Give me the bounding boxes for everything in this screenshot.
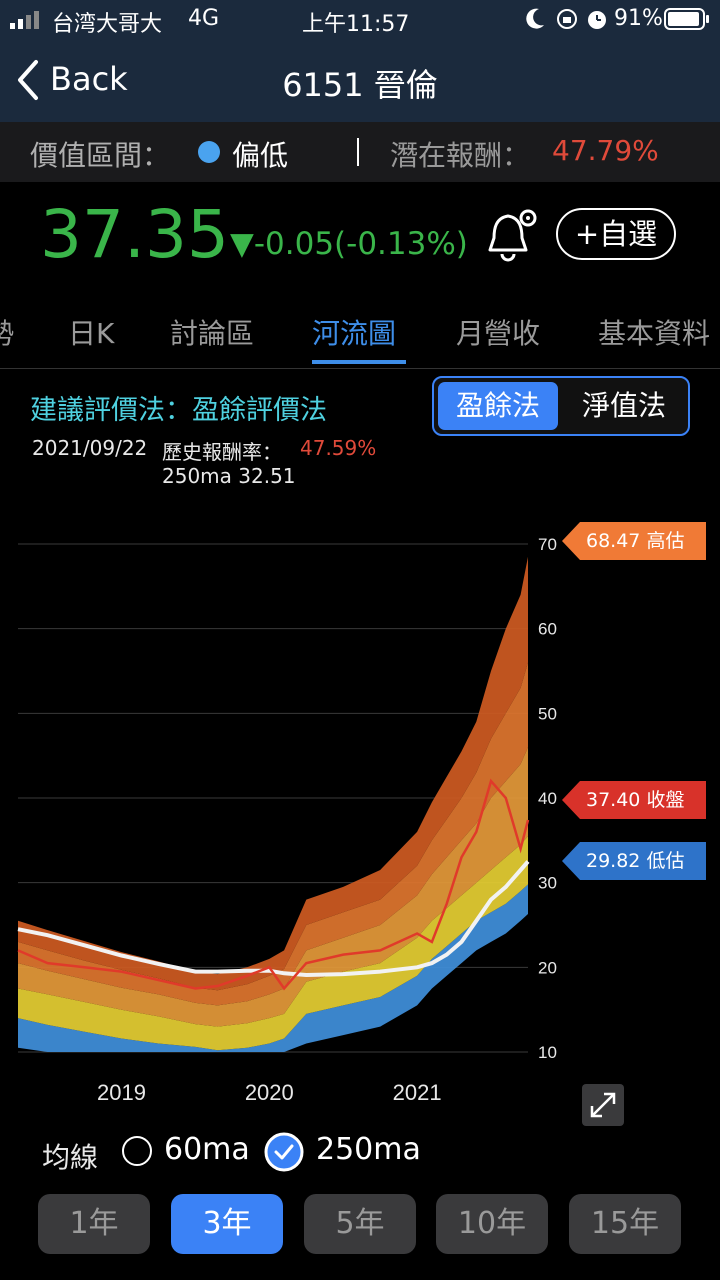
ma60-option[interactable]: 60ma bbox=[122, 1132, 256, 1176]
divider bbox=[357, 138, 359, 166]
y-tick-label: 20 bbox=[538, 958, 557, 977]
high-estimate-label: 高估 bbox=[646, 530, 685, 552]
tab-monthly-revenue[interactable]: 月營收 bbox=[456, 317, 541, 350]
low-estimate-value: 29.82 bbox=[586, 850, 641, 872]
y-tick-label: 30 bbox=[538, 874, 557, 893]
valuation-label: 價值區間： bbox=[30, 139, 171, 172]
y-tick-label: 60 bbox=[538, 620, 557, 639]
ma-value: 250ma 32.51 bbox=[162, 464, 296, 488]
y-tick-label: 10 bbox=[538, 1043, 557, 1062]
valuation-value: 偏低 bbox=[232, 139, 289, 172]
low-estimate-label: 低估 bbox=[646, 850, 685, 872]
tab-fundamentals[interactable]: 基本資料 bbox=[598, 317, 711, 350]
x-tick-label: 2021 bbox=[393, 1080, 442, 1105]
close-price-label: 收盤 bbox=[646, 789, 685, 811]
y-tick-label: 50 bbox=[538, 704, 557, 723]
band-2 bbox=[18, 747, 528, 1027]
price-bar: 37.35 ▼-0.05(-0.13%) +自選 bbox=[0, 182, 720, 292]
y-tick-label: 70 bbox=[538, 535, 557, 554]
period-5y-button[interactable]: 5年 bbox=[304, 1194, 416, 1254]
carrier-name: 台湾大哥大 bbox=[52, 12, 163, 37]
chart-date: 2021/09/22 bbox=[32, 436, 148, 460]
ma250-label: 250ma bbox=[316, 1132, 421, 1167]
chevron-left-icon bbox=[18, 60, 38, 100]
status-bar: 台湾大哥大 4G 上午11:57 91% bbox=[0, 0, 720, 40]
tab-trend[interactable]: 勢 bbox=[0, 317, 15, 350]
ma250-line bbox=[17, 860, 530, 978]
hist-return-value: 47.59% bbox=[300, 436, 377, 460]
back-label: Back bbox=[50, 60, 128, 98]
close-price-tag: 37.40 收盤 bbox=[562, 781, 706, 819]
hist-return-label: 歷史報酬率： bbox=[162, 440, 282, 464]
valuation-bar: 價值區間： 偏低 潛在報酬： 47.79% bbox=[0, 122, 720, 182]
period-15y-button[interactable]: 15年 bbox=[569, 1194, 681, 1254]
ma60-label: 60ma bbox=[164, 1132, 250, 1167]
potential-value: 47.79% bbox=[552, 134, 659, 167]
expand-icon bbox=[590, 1092, 616, 1118]
tab-bar: 勢 日K 討論區 河流圖 月營收 基本資料 bbox=[0, 292, 720, 369]
earnings-method-button[interactable]: 盈餘法 bbox=[438, 382, 558, 430]
potential-label: 潛在報酬： bbox=[390, 139, 531, 172]
period-1y-button[interactable]: 1年 bbox=[38, 1194, 150, 1254]
ma60-radio bbox=[122, 1136, 152, 1166]
checkmark-icon bbox=[264, 1132, 304, 1176]
ma250-option[interactable]: 250ma bbox=[264, 1132, 434, 1176]
band-1 bbox=[18, 836, 528, 1051]
add-watchlist-button[interactable]: +自選 bbox=[556, 208, 676, 260]
high-estimate-value: 68.47 bbox=[586, 530, 641, 552]
tab-discussion[interactable]: 討論區 bbox=[170, 317, 255, 350]
valuation-dot bbox=[198, 141, 220, 163]
river-chart[interactable]: 10 20 30 40 50 60 70 2019 2020 2021 bbox=[0, 510, 720, 1110]
high-estimate-tag: 68.47 高估 bbox=[562, 522, 706, 560]
add-watchlist-label: +自選 bbox=[574, 217, 658, 251]
method-toggle: 盈餘法 淨值法 bbox=[432, 376, 690, 436]
tab-daily-k[interactable]: 日K bbox=[68, 317, 115, 350]
band-3 bbox=[18, 662, 528, 1006]
battery-percent: 91% bbox=[614, 6, 663, 31]
book-value-method-button[interactable]: 淨值法 bbox=[581, 389, 666, 422]
battery-icon bbox=[664, 8, 710, 36]
clock: 上午11:57 bbox=[302, 12, 410, 37]
expand-button[interactable] bbox=[582, 1084, 624, 1126]
alert-bell-icon[interactable] bbox=[482, 206, 542, 270]
ma-label: 均線 bbox=[42, 1141, 99, 1174]
page-title: 6151 晉倫 bbox=[282, 66, 438, 104]
signal-icon bbox=[10, 10, 44, 35]
x-tick-label: 2020 bbox=[245, 1080, 294, 1105]
low-estimate-tag: 29.82 低估 bbox=[562, 842, 706, 880]
price-value: 37.35 bbox=[40, 196, 229, 273]
close-price-line bbox=[17, 778, 530, 991]
nav-bar: Back 6151 晉倫 bbox=[0, 40, 720, 122]
band-0 bbox=[18, 884, 528, 1052]
band-4 bbox=[18, 556, 528, 991]
active-tab-indicator bbox=[312, 360, 406, 364]
price-change: ▼-0.05(-0.13%) bbox=[230, 226, 468, 262]
x-tick-label: 2019 bbox=[97, 1080, 146, 1105]
close-price-value: 37.40 bbox=[586, 789, 641, 811]
rotation-lock-icon bbox=[556, 8, 578, 36]
tab-river-chart[interactable]: 河流圖 bbox=[312, 317, 397, 350]
y-tick-label: 40 bbox=[538, 789, 557, 808]
period-10y-button[interactable]: 10年 bbox=[436, 1194, 548, 1254]
network-type: 4G bbox=[188, 6, 220, 31]
alarm-icon bbox=[586, 7, 608, 37]
period-3y-button[interactable]: 3年 bbox=[171, 1194, 283, 1254]
valuation-method: 建議評價法：盈餘評價法 bbox=[30, 395, 327, 426]
moon-icon bbox=[524, 7, 546, 37]
